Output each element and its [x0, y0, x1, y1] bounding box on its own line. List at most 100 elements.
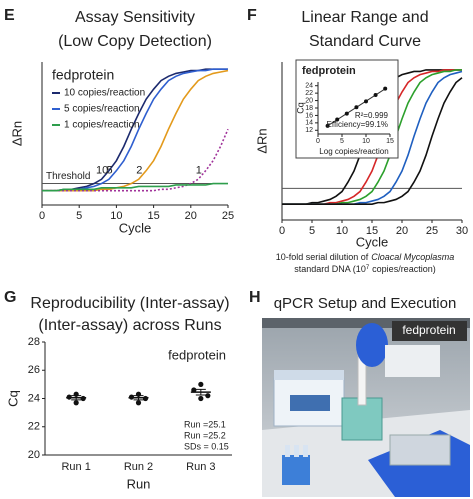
point	[325, 123, 330, 128]
panel-label: E	[4, 7, 15, 24]
x-axis-label: Run	[127, 476, 151, 491]
chart-title: Standard Curve	[309, 33, 421, 50]
y-tick-label: 20	[305, 97, 313, 104]
x-tick-label: 25	[222, 210, 234, 222]
x-axis-label: Cycle	[119, 220, 152, 235]
x-tick-label: Run 1	[61, 461, 90, 473]
point	[135, 400, 142, 406]
badge: fedprotein	[402, 323, 455, 337]
tube	[303, 445, 308, 457]
annotation: Efficiency=99.1%	[327, 120, 388, 129]
y-tick-label: 28	[28, 336, 40, 348]
caption-italic: Cloacal Mycoplasma	[371, 252, 454, 262]
annotation: SDs = 0.15	[184, 441, 229, 451]
y-tick-label: 16	[305, 112, 313, 119]
legend-label: 5 copies/reaction	[64, 104, 140, 115]
point	[198, 395, 204, 402]
annotation: Run =25.1	[184, 419, 226, 429]
panel-label: H	[249, 289, 261, 306]
point	[364, 99, 368, 104]
y-tick-label: 12	[305, 127, 313, 134]
x-axis-label: Log copies/reaction	[319, 147, 388, 156]
x-tick-label: 20	[396, 225, 408, 237]
annotation: R²=0.999	[355, 111, 389, 120]
sd-whisker	[71, 395, 82, 401]
legend-label: 1 copies/reaction	[64, 120, 140, 131]
kit-lid	[274, 370, 344, 380]
x-tick-label: 15	[147, 210, 159, 222]
x-tick-label: 5	[309, 225, 315, 237]
x-tick-label: 10	[336, 225, 348, 237]
y-axis-label: Cq	[295, 102, 305, 114]
x-tick-label: 5	[340, 138, 344, 145]
point	[383, 86, 388, 91]
y-tick-label: 14	[305, 120, 313, 127]
tube-rack	[282, 455, 310, 485]
sleeve	[385, 345, 440, 377]
caption-text: standard DNA (10	[294, 264, 366, 274]
caption-text: copies/reaction)	[372, 264, 436, 274]
y-tick-label: 26	[28, 364, 40, 376]
plate	[389, 434, 451, 466]
point	[73, 400, 79, 406]
y-axis-label: ΔRn	[254, 128, 269, 153]
y-axis-label: ΔRn	[9, 121, 24, 146]
point	[205, 393, 211, 399]
badge-box	[392, 321, 467, 341]
x-tick-label: 15	[366, 225, 378, 237]
chart-title: (Inter-assay) across Runs	[38, 317, 221, 334]
caption-line: standard DNA (107 copies/reaction)	[294, 264, 435, 274]
x-tick-label: 0	[39, 210, 45, 222]
series-label: 10	[96, 164, 108, 176]
chart-title: Linear Range and	[301, 9, 428, 26]
y-tick-label: 20	[28, 449, 40, 461]
y-tick-label: 24	[28, 392, 40, 404]
chart-title: Assay Sensitivity	[75, 9, 195, 26]
glove	[356, 323, 388, 367]
annotation: Run =25.2	[184, 430, 226, 440]
caption-text: 10-fold serial dilution of	[276, 252, 369, 262]
chart-title: (Low Copy Detection)	[58, 33, 212, 50]
x-tick-label: 25	[426, 225, 438, 237]
legend-label: 10 copies/reaction	[64, 88, 145, 99]
sd-whisker	[195, 388, 206, 396]
photo-panel: H qPCR Setup and Execution fedprotein	[249, 289, 470, 497]
point	[344, 111, 349, 116]
point	[191, 387, 197, 393]
panel-title: qPCR Setup and Execution	[274, 295, 457, 312]
tube	[285, 445, 290, 457]
y-tick-label: 22	[28, 421, 40, 433]
x-tick-label: 10	[362, 138, 370, 145]
panel-label: G	[4, 289, 16, 306]
point	[335, 117, 340, 122]
tube	[294, 445, 299, 457]
sd-whisker	[133, 395, 144, 401]
x-tick-label: Run 3	[186, 461, 215, 473]
series-line	[42, 182, 228, 192]
series-label: 1	[196, 164, 202, 176]
y-tick-label: 22	[305, 90, 313, 97]
series-line	[282, 77, 463, 205]
point	[198, 381, 204, 387]
series-label: 5	[106, 164, 112, 176]
caption-line: 10-fold serial dilution of Cloacal Mycopl…	[276, 252, 455, 262]
panel-label: F	[247, 7, 257, 24]
series-line	[42, 69, 229, 192]
series-line	[42, 128, 229, 192]
badge: fedprotein	[52, 67, 114, 83]
x-tick-label: 15	[386, 138, 394, 145]
x-tick-label: 10	[110, 210, 122, 222]
hood-frame	[262, 318, 470, 328]
point	[354, 105, 359, 110]
x-tick-label: Run 2	[124, 461, 153, 473]
y-tick-label: 24	[305, 83, 313, 90]
series-label: 2	[136, 164, 142, 176]
y-tick-label: 18	[305, 105, 313, 112]
threshold-label: Threshold	[46, 171, 90, 182]
x-tick-label: 0	[316, 138, 320, 145]
x-tick-label: 30	[456, 225, 468, 237]
x-tick-label: 0	[279, 225, 285, 237]
badge: fedprotein	[302, 65, 356, 77]
inset-frame	[295, 59, 399, 159]
